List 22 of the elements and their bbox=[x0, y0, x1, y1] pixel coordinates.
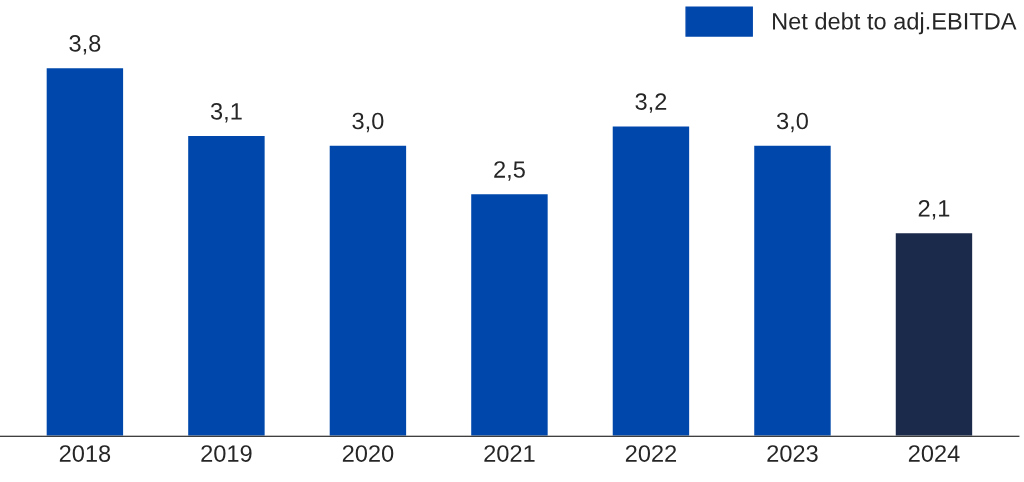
data-label: 2,1 bbox=[918, 199, 950, 220]
bar bbox=[469, 192, 550, 437]
data-label: 3,2 bbox=[635, 93, 667, 113]
data-label: 3,0 bbox=[776, 112, 808, 133]
legend-label: Net debt to adj.EBITDA bbox=[773, 12, 1017, 35]
x-tick-label: 2019 bbox=[201, 445, 252, 462]
data-label: 2,5 bbox=[494, 161, 525, 181]
x-tick-label: 2023 bbox=[767, 445, 818, 462]
x-tick-label: 2018 bbox=[59, 445, 111, 462]
x-tick-label: 2024 bbox=[908, 445, 960, 462]
x-tick-label: 2020 bbox=[342, 445, 394, 462]
bar bbox=[186, 134, 267, 437]
data-label: 3,1 bbox=[210, 102, 242, 123]
bar bbox=[752, 144, 833, 437]
bar bbox=[894, 231, 974, 437]
bar bbox=[328, 144, 408, 437]
bar bbox=[45, 66, 125, 437]
x-tick-label: 2022 bbox=[625, 445, 677, 462]
x-tick-label: 2021 bbox=[484, 445, 535, 462]
data-label: 3,8 bbox=[69, 35, 101, 55]
bar bbox=[611, 125, 691, 437]
data-label: 3,0 bbox=[352, 112, 384, 133]
